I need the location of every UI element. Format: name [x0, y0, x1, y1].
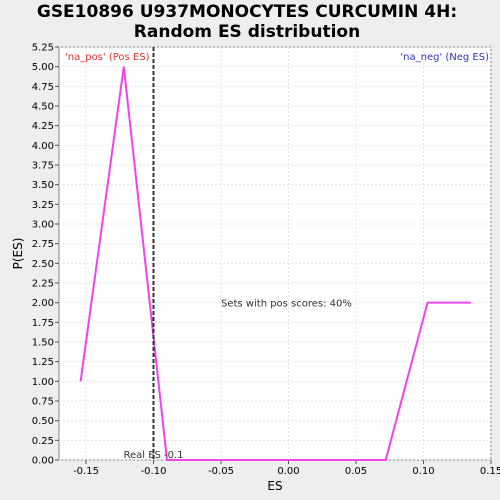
y-tick-label: 2.75 — [32, 239, 54, 250]
x-axis-label: ES — [267, 479, 282, 493]
chart-title-line-2: Random ES distribution — [133, 22, 361, 42]
y-tick-label: 0.25 — [32, 436, 54, 447]
x-tick-label: 0.10 — [412, 466, 434, 477]
chart-title-line-1: GSE10896 U937MONOCYTES CURCUMIN 4H: — [36, 2, 458, 22]
axis-ticks: 0.00 0.25 0.50 0.75 1.00 1.25 1.50 1.75 2.00 2.25… — [32, 43, 500, 478]
y-tick-label: 1.00 — [32, 377, 54, 388]
neg-es-label: 'na_neg' (Neg ES) — [400, 52, 489, 63]
x-tick-label: -0.15 — [73, 466, 99, 477]
real-es-label: Real ES -0.1 — [123, 450, 183, 461]
y-tick-label: 3.75 — [32, 161, 54, 172]
y-tick-label: 5.25 — [32, 43, 54, 54]
chart-title: GSE10896 U937MONOCYTES CURCUMIN 4H: Rand… — [0, 2, 494, 42]
y-tick-label: 1.50 — [32, 338, 54, 349]
series-line — [79, 66, 471, 461]
y-tick-label: 4.25 — [32, 121, 54, 132]
y-tick-label: 0.75 — [32, 397, 54, 408]
sets-pos-scores-text: Sets with pos scores: 40% — [221, 299, 352, 310]
y-tick-label: 1.75 — [32, 318, 54, 329]
y-tick-label: 2.25 — [32, 279, 54, 290]
x-tick-label: 0.15 — [480, 466, 500, 477]
y-tick-label: 0.00 — [32, 456, 54, 467]
pos-es-label: 'na_pos' (Pos ES) — [65, 52, 150, 63]
plot-area — [58, 46, 492, 461]
y-axis-label: P(ES) — [11, 238, 25, 270]
y-tick-label: 4.00 — [32, 141, 54, 152]
y-tick-label: 1.25 — [32, 357, 54, 368]
y-tick-label: 2.50 — [32, 259, 54, 270]
y-tick-label: 0.50 — [32, 416, 54, 427]
series-layer — [79, 47, 471, 461]
y-tick-label: 5.00 — [32, 62, 54, 73]
y-tick-label: 3.00 — [32, 220, 54, 231]
x-tick-label: -0.05 — [208, 466, 234, 477]
x-tick-label: -0.10 — [141, 466, 167, 477]
y-tick-label: 2.00 — [32, 298, 54, 309]
annotations: 'na_pos' (Pos ES) 'na_neg' (Neg ES) Sets… — [65, 52, 489, 461]
y-tick-label: 3.25 — [32, 200, 54, 211]
y-tick-label: 4.50 — [32, 102, 54, 113]
y-tick-label: 4.75 — [32, 82, 54, 93]
grid — [59, 46, 492, 461]
x-tick-label: 0.00 — [277, 466, 299, 477]
y-tick-label: 3.50 — [32, 180, 54, 191]
x-tick-label: 0.05 — [345, 466, 367, 477]
